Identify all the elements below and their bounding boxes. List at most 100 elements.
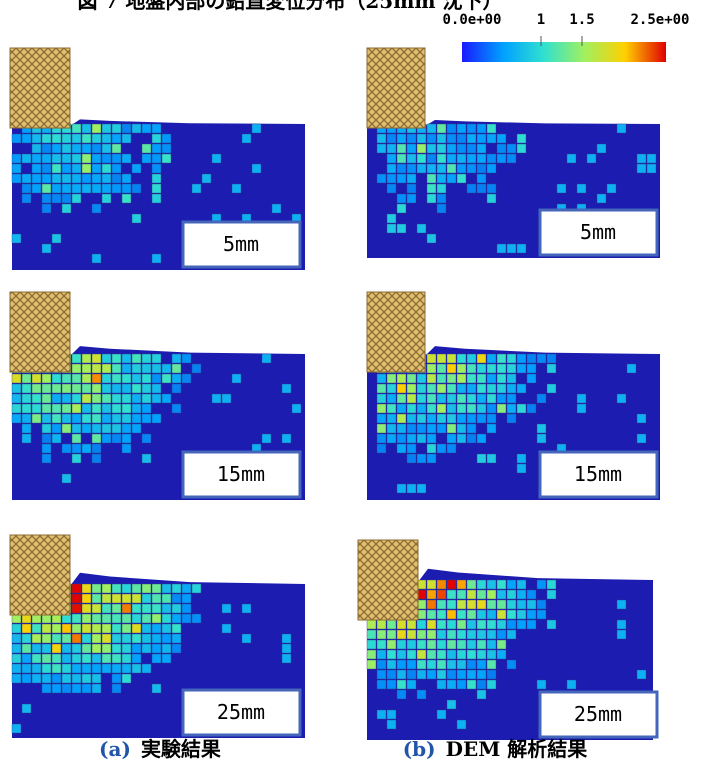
soil-cell [456,679,467,690]
soil-cell [486,183,497,194]
soil-cell [496,609,507,620]
soil-cell [496,619,507,630]
soil-cell [121,133,132,144]
soil-cell [71,383,82,394]
soil-cell [21,623,32,634]
soil-cell [376,709,387,720]
soil-cell [436,373,447,384]
soil-cell [51,183,62,194]
footing [357,539,419,621]
soil-cell [111,123,122,134]
soil-cell [516,403,527,414]
soil-cell [281,643,292,654]
soil-cell [161,373,172,384]
soil-cell [61,403,72,414]
soil-cell [476,163,487,174]
soil-cell [426,659,437,670]
soil-cell [61,393,72,404]
soil-cell [476,133,487,144]
soil-cell [251,163,262,174]
soil-cell [386,709,397,720]
soil-cell [396,143,407,154]
soil-cell [31,173,42,184]
soil-cell [261,353,272,364]
soil-cell [61,653,72,664]
soil-cell [111,593,122,604]
soil-cell [91,683,102,694]
label-box [538,690,659,739]
soil-cell [121,173,132,184]
soil-cell [141,633,152,644]
soil-cell [516,133,527,144]
soil-cell [101,583,112,594]
soil-cell [476,363,487,374]
soil-cell [506,153,517,164]
soil-cell [91,363,102,374]
soil-cell [396,423,407,434]
soil-cell [81,423,92,434]
soil-cell [376,393,387,404]
soil-cell [101,173,112,184]
soil-cell [436,413,447,424]
soil-cell [496,393,507,404]
soil-cell [436,123,447,134]
soil-cell [526,619,537,630]
soil-cell [71,673,82,684]
soil-cell [81,663,92,674]
soil-cell [81,413,92,424]
soil-cell [546,579,557,590]
soil-cell [436,579,447,590]
soil-cell [426,183,437,194]
soil-cell [386,433,397,444]
soil-cell [476,619,487,630]
soil-cell [91,603,102,614]
soil-cell [446,669,457,680]
soil-cell [436,423,447,434]
soil-cell [376,133,387,144]
soil-cell [446,629,457,640]
soil-cell [71,413,82,424]
soil-cell [31,143,42,154]
soil-cell [111,613,122,624]
soil-cell [201,173,212,184]
soil-cell [436,609,447,620]
soil-cell [456,649,467,660]
soil-cell [486,383,497,394]
soil-cell [61,143,72,154]
soil-cell [376,443,387,454]
soil-cell [61,163,72,174]
soil-cell [486,353,497,364]
soil-cell [51,403,62,414]
soil-cell [436,649,447,660]
soil-cell [646,163,657,174]
soil-cell [151,153,162,164]
soil-cell [546,363,557,374]
soil-cell [506,659,517,670]
soil-cell [366,649,377,660]
soil-cell [121,593,132,604]
soil-cell [556,183,567,194]
soil-cell [636,433,647,444]
soil-cell [111,353,122,364]
soil-cell [31,663,42,674]
soil-cell [436,443,447,454]
soil-cell [456,579,467,590]
soil-cell [516,599,527,610]
soil-cell [386,679,397,690]
soil-cell [71,653,82,664]
soil-cell [71,633,82,644]
soil-cell [536,353,547,364]
soil-cell [111,183,122,194]
soil-cell [456,143,467,154]
soil-cell [11,653,22,664]
soil-cell [376,413,387,424]
soil-cell [71,133,82,144]
soil-cell [386,143,397,154]
soil-cell [386,373,397,384]
soil-cell [486,579,497,590]
soil-cell [386,383,397,394]
soil-cell [486,619,497,630]
soil-cell [386,403,397,414]
soil-cell [486,609,497,620]
